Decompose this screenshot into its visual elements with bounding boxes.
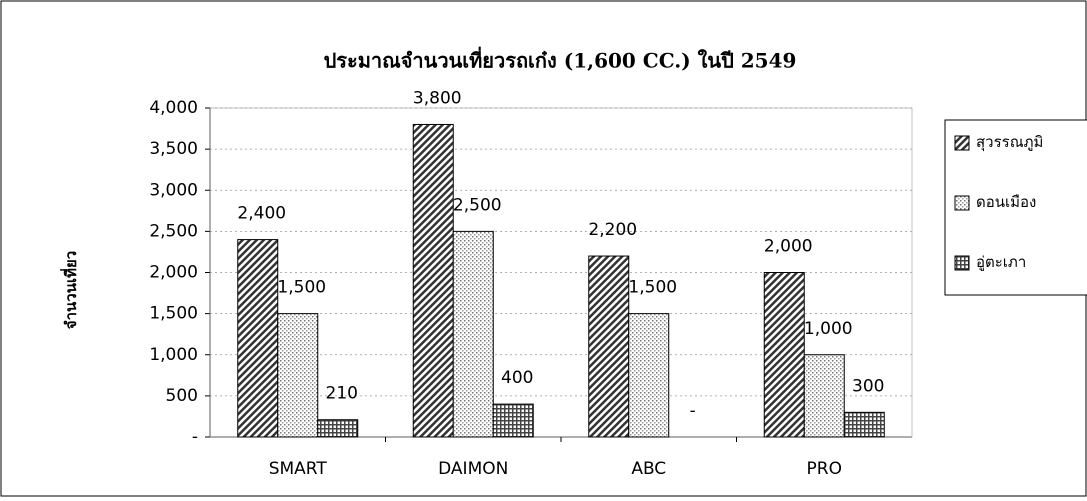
legend-label: อู่ตะเภา (976, 253, 1026, 271)
y-tick-label: 4,000 (149, 98, 198, 118)
value-label: 2,400 (237, 204, 286, 224)
y-tick-label: 3,500 (149, 139, 198, 159)
value-label: 2,500 (453, 195, 502, 215)
legend-label: ดอนเมือง (976, 193, 1036, 211)
value-label: 210 (326, 384, 358, 404)
y-tick-label: 1,000 (149, 345, 198, 365)
value-label: 1,000 (804, 319, 853, 339)
y-tick-label: 500 (166, 386, 198, 406)
legend-swatch (954, 195, 970, 211)
bar (588, 255, 630, 438)
bar (628, 313, 670, 438)
bar (452, 230, 494, 438)
x-tick-label: DAIMON (438, 459, 508, 479)
bar (843, 411, 885, 438)
x-tick-label: ABC (631, 459, 666, 479)
bar (277, 313, 319, 438)
bar (803, 354, 845, 438)
x-tick-label: PRO (807, 459, 842, 479)
value-label: 1,500 (628, 278, 677, 298)
y-tick-label: 2,500 (149, 221, 198, 241)
value-label: 3,800 (413, 88, 462, 108)
bar (763, 272, 805, 438)
bar (317, 419, 359, 438)
value-label: - (690, 401, 696, 421)
y-axis-label: จำนวนเที่ยว (60, 251, 80, 329)
y-tick-label: 1,500 (149, 304, 198, 324)
value-label: 2,200 (588, 220, 637, 240)
legend-swatch (954, 135, 970, 151)
x-tick-label: SMART (269, 459, 328, 479)
y-tick-label: 2,000 (149, 263, 198, 283)
value-label: 2,000 (764, 237, 813, 257)
y-tick-label: - (192, 427, 198, 447)
legend-label: สุวรรณภูมิ (976, 133, 1043, 152)
chart-title: ประมาณจำนวนเที่ยวรถเก๋ง (1,600 CC.) ในปี… (324, 46, 797, 73)
bar (237, 239, 279, 438)
value-label: 1,500 (277, 278, 326, 298)
y-tick-label: 3,000 (149, 180, 198, 200)
value-label: 300 (852, 376, 884, 396)
bar (412, 123, 454, 438)
bar (492, 403, 534, 438)
legend-swatch (954, 255, 970, 271)
value-label: 400 (501, 368, 533, 388)
